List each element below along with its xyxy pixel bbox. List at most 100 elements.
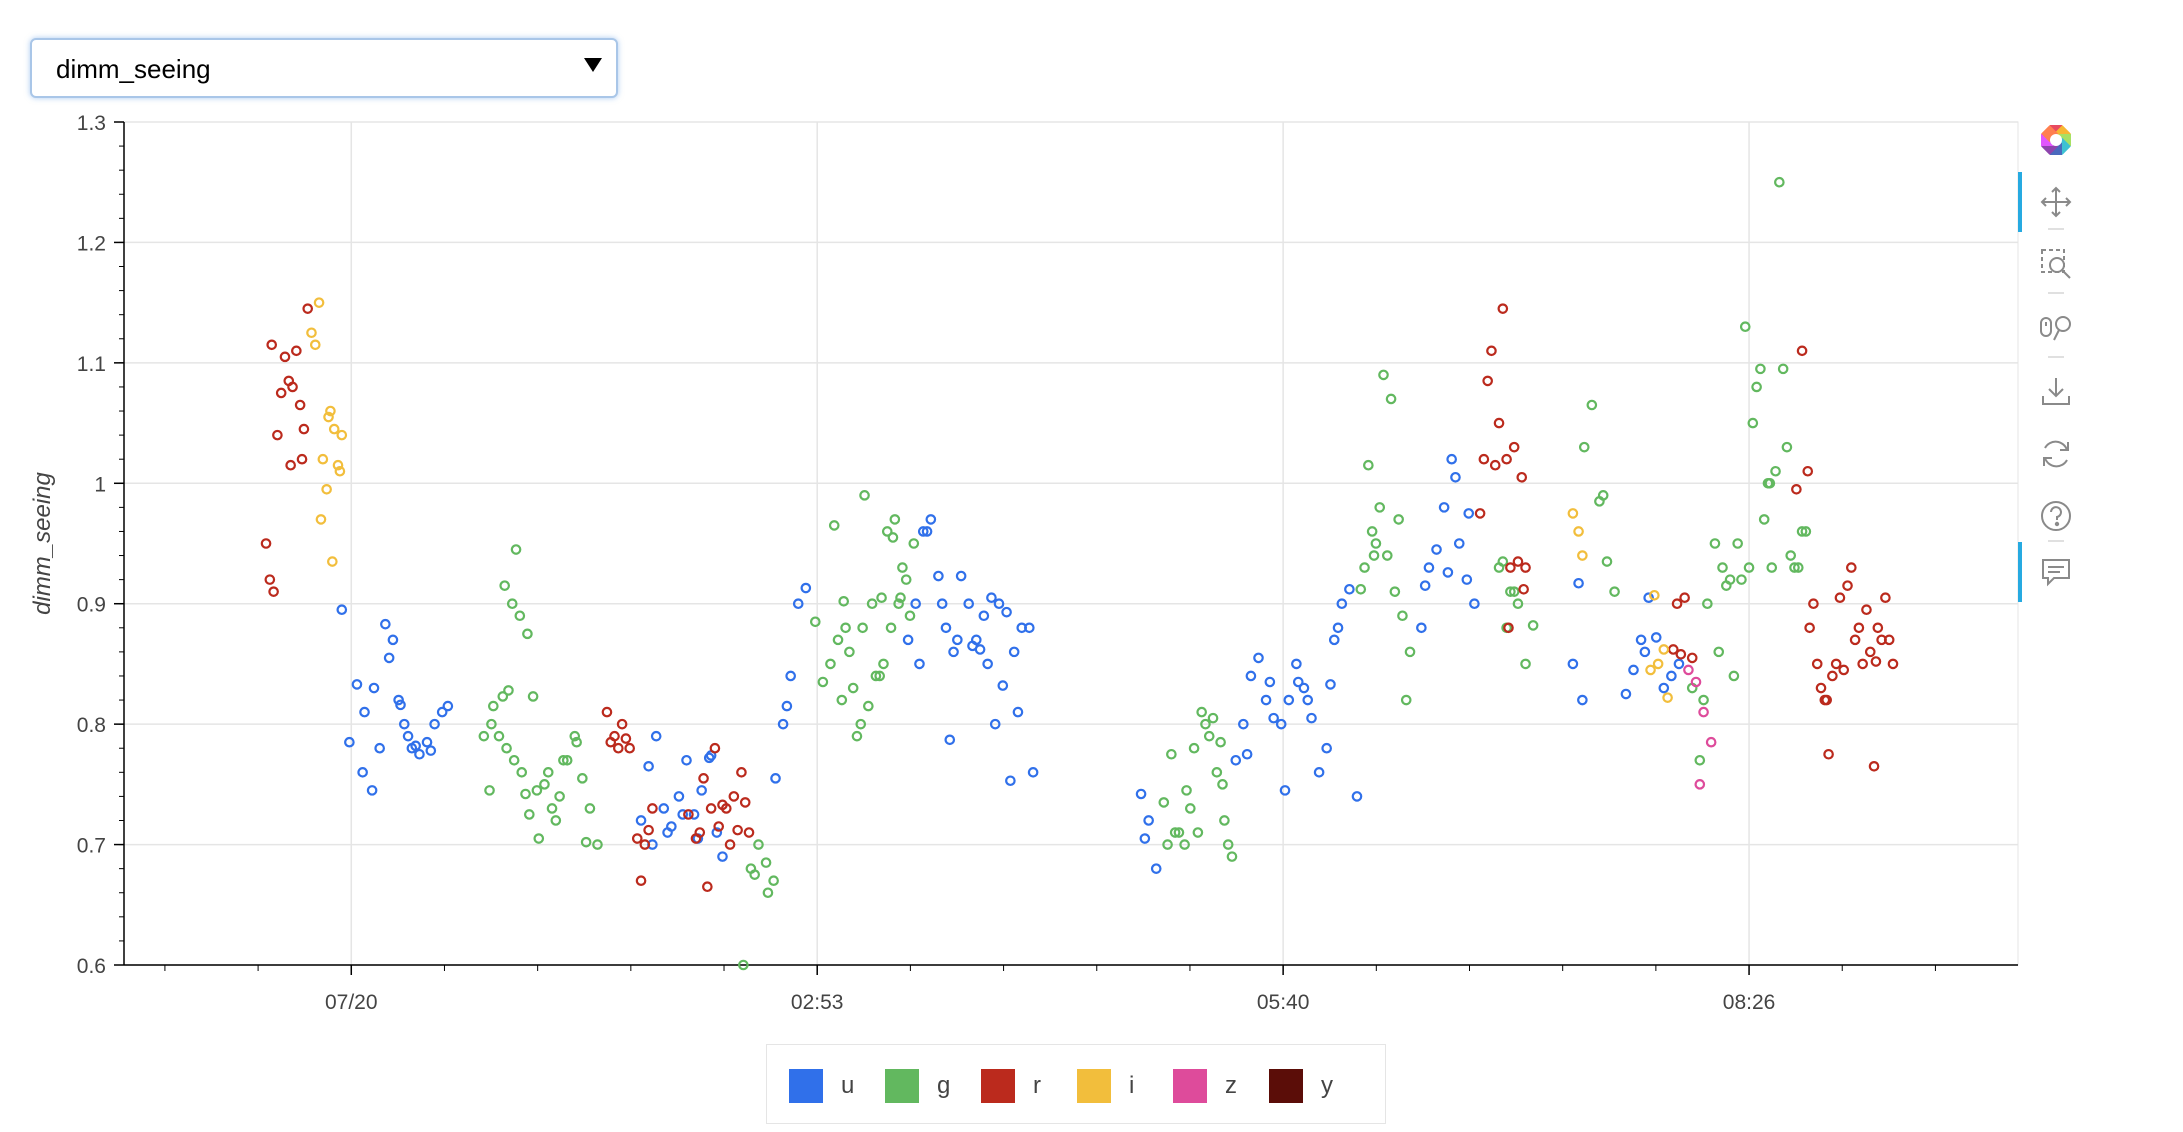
data-point-g xyxy=(1597,490,1609,501)
data-point-g xyxy=(810,616,821,628)
toolbar-divider xyxy=(2048,228,2064,230)
data-point-u xyxy=(933,570,944,582)
data-point-r xyxy=(1486,345,1497,357)
data-point-u xyxy=(1431,544,1442,555)
data-point-r xyxy=(298,423,310,435)
save-icon[interactable] xyxy=(2036,372,2076,412)
data-point-i xyxy=(1645,664,1656,676)
data-point-r xyxy=(1508,441,1520,453)
data-point-r xyxy=(613,742,624,754)
data-point-u xyxy=(1643,592,1654,603)
data-point-g xyxy=(1713,646,1725,658)
data-point-g xyxy=(550,815,562,826)
data-point-u xyxy=(997,680,1009,691)
data-point-g xyxy=(1766,562,1778,573)
data-point-g xyxy=(900,574,912,585)
data-point-u xyxy=(974,644,986,655)
data-point-g xyxy=(1366,526,1378,537)
metric-select-value: dimm_seeing xyxy=(56,54,211,84)
active-tool-indicator xyxy=(2018,542,2022,602)
pan-icon[interactable] xyxy=(2036,182,2076,222)
data-point-g xyxy=(1739,321,1751,333)
hover-icon[interactable] xyxy=(2036,552,2076,592)
data-point-u xyxy=(658,803,670,814)
data-point-i xyxy=(1662,692,1673,703)
data-point-g xyxy=(1219,815,1230,826)
data-point-g xyxy=(1192,827,1204,838)
data-point-g xyxy=(895,592,906,603)
data-point-u xyxy=(1292,676,1304,688)
y-tick-label: 0.7 xyxy=(77,835,106,858)
data-point-u xyxy=(399,718,410,730)
data-point-g xyxy=(1368,550,1380,561)
data-point-u xyxy=(921,526,933,537)
data-point-g xyxy=(817,676,829,688)
legend-label: i xyxy=(1129,1072,1135,1099)
data-point-g xyxy=(1166,748,1177,760)
legend-item-i[interactable]: i xyxy=(1077,1069,1134,1103)
data-point-u xyxy=(785,670,796,682)
data-point-u xyxy=(336,604,348,616)
data-point-u xyxy=(1450,471,1461,483)
reset-icon[interactable] xyxy=(2036,434,2076,474)
data-point-u xyxy=(696,785,707,796)
data-point-u xyxy=(414,748,425,760)
data-point-r xyxy=(279,351,291,363)
data-point-u xyxy=(402,730,414,742)
data-point-r xyxy=(275,387,287,399)
data-point-r xyxy=(1679,592,1690,603)
data-point-g xyxy=(749,869,761,880)
data-point-g xyxy=(546,803,558,814)
data-point-u xyxy=(395,699,406,711)
data-point-u xyxy=(1268,712,1279,724)
legend-item-z[interactable]: z xyxy=(1173,1069,1237,1103)
legend-item-y[interactable]: y xyxy=(1269,1069,1333,1103)
data-point-r xyxy=(1493,417,1505,429)
data-point-g xyxy=(533,833,545,844)
data-point-r xyxy=(624,742,635,754)
wheel-zoom-icon[interactable] xyxy=(2036,308,2076,348)
data-point-r xyxy=(1489,459,1501,471)
data-point-u xyxy=(1245,670,1257,682)
data-point-u xyxy=(1024,622,1035,634)
data-point-g xyxy=(855,718,867,730)
data-point-g xyxy=(908,538,920,549)
metric-select[interactable]: dimm_seeing xyxy=(30,38,618,98)
data-point-u xyxy=(1423,562,1435,573)
data-point-u xyxy=(673,791,685,802)
data-point-g xyxy=(1789,562,1800,573)
data-point-r xyxy=(272,429,283,441)
legend-item-g[interactable]: g xyxy=(885,1069,950,1103)
data-point-u xyxy=(952,634,963,646)
data-point-u xyxy=(1139,833,1151,844)
data-point-u xyxy=(1325,679,1336,690)
box-zoom-icon[interactable] xyxy=(2036,244,2076,284)
data-point-g xyxy=(753,839,764,850)
data-point-g xyxy=(554,791,565,802)
data-point-g xyxy=(488,700,499,712)
legend-item-u[interactable]: u xyxy=(789,1069,854,1103)
help-icon[interactable] xyxy=(2036,496,2076,536)
data-point-g xyxy=(514,610,526,622)
data-point-r xyxy=(1883,634,1895,646)
data-point-r xyxy=(1853,622,1865,634)
data-point-i xyxy=(1649,589,1660,601)
data-point-u xyxy=(1230,754,1242,766)
data-point-u xyxy=(1673,658,1685,670)
data-point-g xyxy=(1181,785,1192,796)
data-point-g xyxy=(857,622,868,634)
data-point-i xyxy=(321,484,332,495)
data-point-r xyxy=(1815,682,1827,694)
data-point-i xyxy=(1577,550,1588,561)
data-point-i xyxy=(1652,658,1664,670)
data-point-u xyxy=(777,718,789,730)
legend-label: u xyxy=(841,1072,855,1099)
legend-item-r[interactable]: r xyxy=(981,1069,1041,1103)
data-point-r xyxy=(1842,580,1853,591)
data-point-g xyxy=(1363,459,1374,471)
data-point-g xyxy=(527,691,539,702)
data-point-g xyxy=(878,658,889,670)
data-point-r xyxy=(1503,622,1514,634)
data-point-g xyxy=(569,730,581,742)
